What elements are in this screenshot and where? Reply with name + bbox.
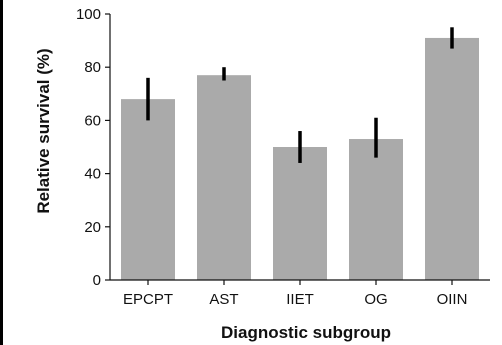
y-tick-label-40: 40 (84, 166, 101, 183)
y-tick-label-20: 20 (84, 219, 101, 236)
y-axis: 0 20 40 60 80 100 (76, 6, 111, 289)
x-axis: EPCPT AST IIET OG OIIN (110, 279, 490, 308)
y-tick-label-80: 80 (84, 59, 101, 76)
bar-og (349, 139, 403, 280)
bar-ast (197, 75, 251, 281)
x-tick-label-og: OG (364, 291, 387, 308)
x-axis-title: Diagnostic subgroup (221, 323, 391, 342)
y-axis-title: Relative survival (%) (34, 48, 53, 213)
x-tick-label-epcpt: EPCPT (123, 291, 173, 308)
x-tick-label-ast: AST (209, 291, 238, 308)
bar-epcpt (121, 99, 175, 281)
bar-oiin (425, 37, 479, 280)
y-tick-label-0: 0 (93, 272, 101, 289)
plot-area (121, 27, 479, 281)
x-tick-label-iiet: IIET (286, 291, 314, 308)
x-tick-label-oiin: OIIN (437, 291, 468, 308)
frame-edge (0, 0, 3, 345)
y-tick-label-60: 60 (84, 112, 101, 129)
y-tick-label-100: 100 (76, 6, 101, 23)
bar-iiet (273, 147, 327, 280)
